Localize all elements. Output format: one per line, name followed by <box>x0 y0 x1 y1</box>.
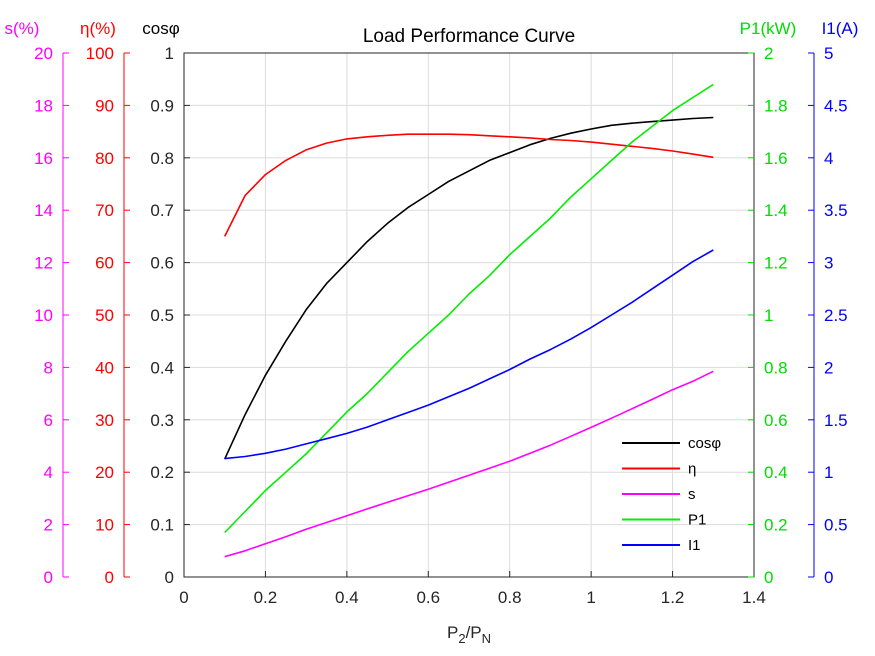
tick-label-eta: 50 <box>95 306 114 325</box>
tick-label-p1: 0.2 <box>764 516 788 535</box>
tick-label-i1: 2.5 <box>824 306 848 325</box>
tick-label-p1: 0.4 <box>764 463 788 482</box>
tick-label-s: 4 <box>44 463 53 482</box>
tick-label-s: 10 <box>34 306 53 325</box>
axis-cos: 0 0.1 0.2 0.3 0.4 0.5 0.6 0.7 0.8 0.9 1 cosφ <box>142 19 190 587</box>
tick-label-eta: 30 <box>95 411 114 430</box>
tick-label-cos: 0.5 <box>150 306 174 325</box>
tick-label-cos: 0.9 <box>150 96 174 115</box>
series-line-p1 <box>224 83 714 534</box>
axis-eta: 0 10 20 30 40 50 60 70 80 90 100 η(%) <box>80 19 130 587</box>
legend: cosφ ηs P1 I1 <box>622 435 721 554</box>
series-line-eta <box>223 133 714 237</box>
series-line-i1 <box>224 249 714 460</box>
series-line-s <box>224 370 714 558</box>
tick-label-i1: 4.5 <box>824 96 848 115</box>
tick-label-i1: 3 <box>824 254 833 273</box>
tick-label-cos: 0.3 <box>150 411 174 430</box>
x-label-sub2: N <box>482 631 491 646</box>
x-axis-label: P2/PN <box>447 623 491 646</box>
tick-label-i1: 0 <box>824 568 833 587</box>
x-tick-label: 0.4 <box>335 588 359 607</box>
axis-label-i1: I1(A) <box>822 19 859 38</box>
axes: 0 0.2 0.4 0.6 0.8 1 1.2 1.402468101214161820s(%… <box>5 19 859 607</box>
chart-title: Load Performance Curve <box>363 26 575 47</box>
tick-label-eta: 0 <box>105 568 114 587</box>
tick-label-eta: 20 <box>95 463 114 482</box>
tick-label-cos: 0.4 <box>150 358 174 377</box>
tick-label-s: 8 <box>44 358 53 377</box>
x-tick-label: 0 <box>179 588 188 607</box>
tick-label-cos: 0.8 <box>150 149 174 168</box>
legend-label-s: s <box>688 486 696 503</box>
tick-label-s: 12 <box>34 254 53 273</box>
axis-label-p1: P1(kW) <box>740 19 797 38</box>
tick-label-p1: 0.6 <box>764 411 788 430</box>
legend-label-cos: cosφ <box>688 435 721 452</box>
x-label-main: P <box>447 623 458 642</box>
axis-label-cos: cosφ <box>142 19 179 38</box>
tick-label-p1: 0.8 <box>764 358 788 377</box>
tick-label-eta: 90 <box>95 96 114 115</box>
x-tick-label: 0.8 <box>498 588 522 607</box>
tick-label-s: 18 <box>34 96 53 115</box>
tick-label-s: 2 <box>44 516 53 535</box>
tick-label-i1: 2 <box>824 358 833 377</box>
tick-label-p1: 0 <box>764 568 773 587</box>
tick-label-i1: 5 <box>824 44 833 63</box>
x-tick-label: 1.2 <box>661 588 685 607</box>
series-line-cos <box>223 116 714 460</box>
tick-label-eta: 40 <box>95 358 114 377</box>
tick-label-p1: 1.2 <box>764 254 788 273</box>
series-lines <box>223 83 714 558</box>
axis-p1: 0 0.2 0.4 0.6 0.8 1 1.2 1.4 1.6 1.8 2 P1(kW) <box>740 19 797 587</box>
tick-label-i1: 4 <box>824 149 833 168</box>
tick-label-p1: 2 <box>764 44 773 63</box>
tick-label-eta: 70 <box>95 201 114 220</box>
tick-label-s: 16 <box>34 149 53 168</box>
x-label-sub1: 2 <box>458 631 465 646</box>
x-label-sep: /P <box>466 623 482 642</box>
tick-label-eta: 10 <box>95 516 114 535</box>
tick-label-eta: 80 <box>95 149 114 168</box>
tick-label-i1: 3.5 <box>824 201 848 220</box>
tick-label-s: 6 <box>44 411 53 430</box>
legend-label-i1: I1 <box>688 537 701 554</box>
x-tick-label: 1.4 <box>742 588 766 607</box>
tick-label-cos: 1 <box>165 44 174 63</box>
tick-label-p1: 1 <box>764 306 773 325</box>
tick-label-cos: 0.7 <box>150 201 174 220</box>
axis-s: 0 2 4 6 8 10 12 14 16 18 20 s(%) <box>5 19 69 587</box>
tick-label-cos: 0.2 <box>150 463 174 482</box>
tick-label-p1: 1.6 <box>764 149 788 168</box>
tick-label-cos: 0 <box>165 568 174 587</box>
tick-label-p1: 1.8 <box>764 96 788 115</box>
x-tick-label: 0.6 <box>416 588 440 607</box>
tick-label-s: 14 <box>34 201 53 220</box>
x-tick-label: 0.2 <box>254 588 278 607</box>
axis-label-s: s(%) <box>5 19 40 38</box>
grid <box>184 53 754 577</box>
axis-i1: 0 0.5 1 1.5 2 2.5 3 3.5 4 4.5 5 I1(A) <box>808 19 858 587</box>
tick-label-eta: 100 <box>86 44 114 63</box>
tick-label-cos: 0.1 <box>150 516 174 535</box>
tick-label-cos: 0.6 <box>150 254 174 273</box>
tick-label-s: 0 <box>44 568 53 587</box>
legend-label-p1: P1 <box>688 512 706 529</box>
tick-label-i1: 1.5 <box>824 411 848 430</box>
tick-label-i1: 0.5 <box>824 516 848 535</box>
axis-label-eta: η(%) <box>80 19 116 38</box>
legend-label-eta: η <box>688 461 696 478</box>
x-tick-label: 1 <box>586 588 595 607</box>
tick-label-eta: 60 <box>95 254 114 273</box>
tick-label-s: 20 <box>34 44 53 63</box>
tick-label-i1: 1 <box>824 463 833 482</box>
tick-label-p1: 1.4 <box>764 201 788 220</box>
